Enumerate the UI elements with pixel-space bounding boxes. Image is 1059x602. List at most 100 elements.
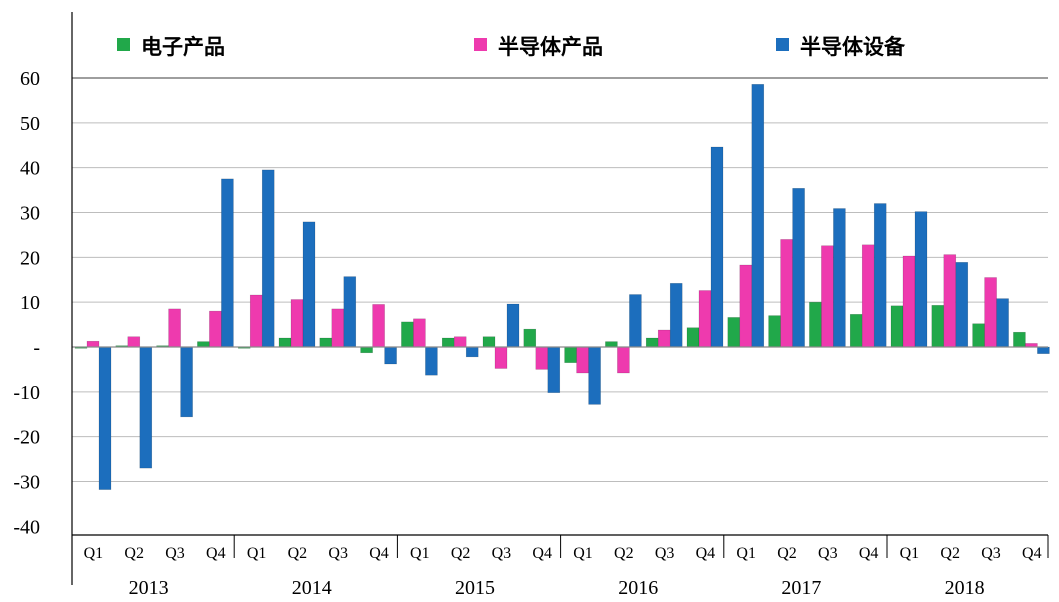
bar-semiconductor-equipment (914, 211, 928, 348)
bar-semiconductor-products (372, 304, 385, 348)
bar-semiconductor-products (861, 244, 875, 348)
legend-swatch (117, 38, 130, 51)
y-tick-label: 30 (20, 203, 40, 225)
bar-semiconductor-equipment (506, 303, 520, 348)
bar-electronics (564, 346, 577, 363)
x-tick-year-label: 2014 (292, 577, 332, 599)
x-tick-quarter-label: Q3 (165, 545, 185, 562)
x-tick-quarter-label: Q2 (777, 545, 797, 562)
x-tick-quarter-label: Q4 (1022, 545, 1042, 562)
x-tick-year-label: 2018 (945, 577, 985, 599)
bar-semiconductor-equipment (792, 188, 805, 348)
bar-semiconductor-equipment (833, 208, 846, 348)
x-tick-quarter-label: Q3 (328, 545, 348, 562)
bar-semiconductor-equipment (669, 283, 683, 348)
x-tick-year-label: 2013 (129, 577, 169, 599)
y-tick-label: -10 (13, 382, 40, 404)
bar-electronics (890, 305, 904, 348)
x-tick-quarter-label: Q3 (655, 545, 675, 562)
bar-semiconductor-equipment (425, 346, 438, 376)
bar-semiconductor-products (657, 329, 671, 348)
bar-semiconductor-products (739, 264, 753, 348)
bar-electronics (931, 305, 945, 348)
legend-swatch (776, 38, 789, 51)
bar-semiconductor-products (780, 239, 793, 348)
bar-semiconductor-equipment (139, 346, 153, 469)
y-tick-label: 40 (20, 158, 40, 180)
bar-semiconductor-equipment (343, 276, 357, 348)
bar-electronics (849, 314, 863, 348)
bar-electronics (278, 337, 292, 348)
x-tick-quarter-label: Q1 (247, 545, 267, 562)
x-tick-quarter-label: Q1 (84, 545, 104, 562)
bar-semiconductor-equipment (547, 346, 561, 393)
bar-semiconductor-equipment (873, 203, 887, 348)
bar-electronics (319, 337, 333, 348)
bar-semiconductor-products (617, 346, 630, 374)
bar-semiconductor-products (127, 336, 141, 348)
y-tick-label: 60 (20, 68, 40, 90)
x-tick-quarter-label: Q4 (696, 545, 716, 562)
x-tick-quarter-label: Q4 (369, 545, 389, 562)
bar-semiconductor-products (331, 308, 345, 348)
bar-semiconductor-equipment (302, 221, 316, 348)
bar-semiconductor-equipment (996, 298, 1009, 348)
x-tick-quarter-label: Q2 (940, 545, 960, 562)
bar-semiconductor-products (494, 346, 508, 369)
bar-semiconductor-products (943, 254, 957, 348)
bar-semiconductor-products (984, 277, 997, 348)
bar-semiconductor-equipment (221, 178, 234, 348)
y-tick-label: 10 (20, 292, 40, 314)
bar-semiconductor-products (209, 310, 222, 348)
x-tick-quarter-label: Q4 (859, 545, 879, 562)
bar-electronics (768, 315, 781, 348)
axes (71, 12, 1048, 585)
bar-electronics (441, 337, 455, 348)
gridlines (72, 77, 1048, 482)
x-tick-quarter-label: Q3 (818, 545, 838, 562)
bar-electronics (360, 346, 373, 354)
bar-semiconductor-equipment (710, 146, 724, 348)
bar-semiconductor-products (168, 308, 181, 348)
bar-electronics (197, 341, 210, 348)
bar-semiconductor-products (902, 255, 916, 348)
x-tick-quarter-label: Q2 (124, 545, 144, 562)
y-tick-label: - (33, 337, 40, 359)
bar-electronics (972, 323, 985, 348)
bar-semiconductor-equipment (1037, 346, 1050, 354)
bar-semiconductor-products (290, 299, 304, 348)
bar-electronics (401, 321, 414, 348)
bar-semiconductor-equipment (955, 262, 969, 348)
x-tick-quarter-label: Q4 (206, 545, 226, 562)
bar-electronics (523, 328, 537, 348)
bar-electronics (1013, 331, 1026, 348)
bar-semiconductor-equipment (465, 346, 479, 358)
x-tick-quarter-label: Q2 (614, 545, 634, 562)
legend-label: 电子产品 (141, 35, 225, 59)
bar-electronics (645, 337, 659, 348)
bar-semiconductor-equipment (261, 169, 275, 348)
y-tick-label: -40 (13, 516, 40, 538)
bar-semiconductor-products (413, 318, 426, 348)
bar-semiconductor-products (453, 336, 467, 348)
x-tick-quarter-label: Q1 (410, 545, 430, 562)
bar-semiconductor-equipment (384, 346, 397, 365)
bar-semiconductor-products (821, 245, 834, 348)
y-tick-label: 20 (20, 247, 40, 269)
bar-electronics (727, 317, 741, 348)
x-tick-quarter-label: Q4 (532, 545, 552, 562)
bar-semiconductor-equipment (588, 346, 601, 405)
legend-swatch (474, 38, 487, 51)
x-tick-quarter-label: Q1 (573, 545, 593, 562)
y-tick-label: 50 (20, 113, 40, 135)
y-tick-label: -30 (13, 472, 40, 494)
legend-label: 半导体设备 (800, 35, 906, 59)
bar-semiconductor-products (249, 294, 263, 348)
bar-semiconductor-equipment (180, 346, 193, 418)
bar-electronics (809, 301, 822, 348)
x-tick-quarter-label: Q1 (736, 545, 756, 562)
bar-semiconductor-equipment (98, 346, 112, 490)
x-tick-year-label: 2016 (618, 577, 658, 599)
bar-semiconductor-equipment (629, 294, 642, 348)
